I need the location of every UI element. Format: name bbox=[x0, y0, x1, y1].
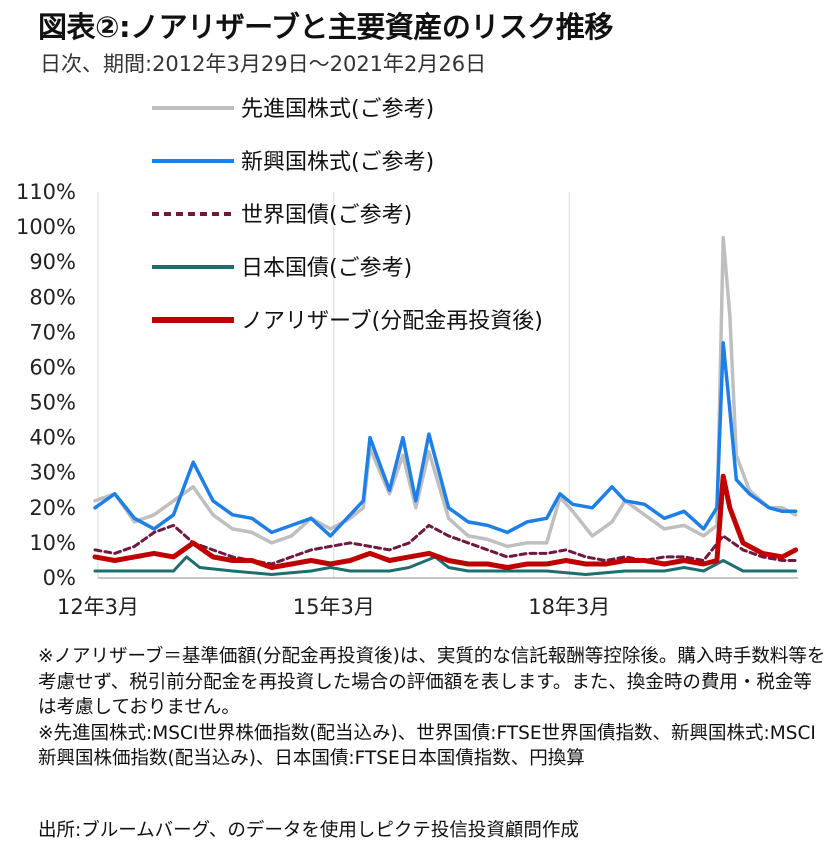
series-line-3 bbox=[93, 555, 798, 576]
y-tick-label: 50% bbox=[29, 391, 76, 415]
y-tick-label: 40% bbox=[29, 426, 76, 450]
y-tick-label: 100% bbox=[16, 215, 76, 239]
x-tick-label: 12年3月 bbox=[57, 595, 139, 619]
legend-label-1: 新興国株式(ご参考) bbox=[241, 150, 434, 175]
chart-subtitle: 日次、期間:2012年3月29日～2021年2月26日 bbox=[40, 52, 487, 76]
y-tick-label: 110% bbox=[16, 180, 76, 204]
chart-title: 図表②:ノアリザーブと主要資産のリスク推移 bbox=[38, 10, 613, 44]
y-tick-label: 90% bbox=[29, 250, 76, 274]
series-line-2 bbox=[93, 523, 798, 566]
legend-label-3: 日本国債(ご参考) bbox=[241, 256, 412, 281]
y-tick-label: 80% bbox=[29, 285, 76, 309]
legend-label-4: ノアリザーブ(分配金再投資後) bbox=[241, 309, 543, 334]
legend-label-0: 先進国株式(ご参考) bbox=[241, 97, 434, 122]
series-line-1 bbox=[93, 341, 798, 538]
x-tick-label: 18年3月 bbox=[528, 595, 610, 619]
source-note: 出所:ブルームバーグ、のデータを使用しピクテ投信投資顧問作成 bbox=[38, 820, 579, 841]
note-fund: ※ノアリザーブ＝基準価額(分配金再投資後)は、実質的な信託報酬等控除後。購入時手… bbox=[38, 646, 826, 718]
y-tick-label: 20% bbox=[29, 496, 76, 520]
y-tick-label: 0% bbox=[43, 566, 76, 590]
chart-notes: ※ノアリザーブ＝基準価額(分配金再投資後)は、実質的な信託報酬等控除後。購入時手… bbox=[38, 644, 828, 772]
series-line-4 bbox=[92, 473, 799, 570]
legend-label-2: 世界国債(ご参考) bbox=[241, 203, 412, 228]
y-tick-label: 10% bbox=[29, 531, 76, 555]
y-tick-label: 30% bbox=[29, 461, 76, 485]
y-tick-label: 70% bbox=[29, 320, 76, 344]
risk-line-chart: 0% 10% 20% 30% 40% 50% 60% 70% 80% 90% 100% 110% 12年… bbox=[16, 97, 799, 619]
series-line-0 bbox=[93, 235, 798, 549]
note-indices: ※先進国株式:MSCI世界株価指数(配当込み)、世界国債:FTSE世界国債指数、… bbox=[38, 722, 816, 770]
x-tick-label: 15年3月 bbox=[293, 595, 375, 619]
y-tick-label: 60% bbox=[29, 355, 76, 379]
